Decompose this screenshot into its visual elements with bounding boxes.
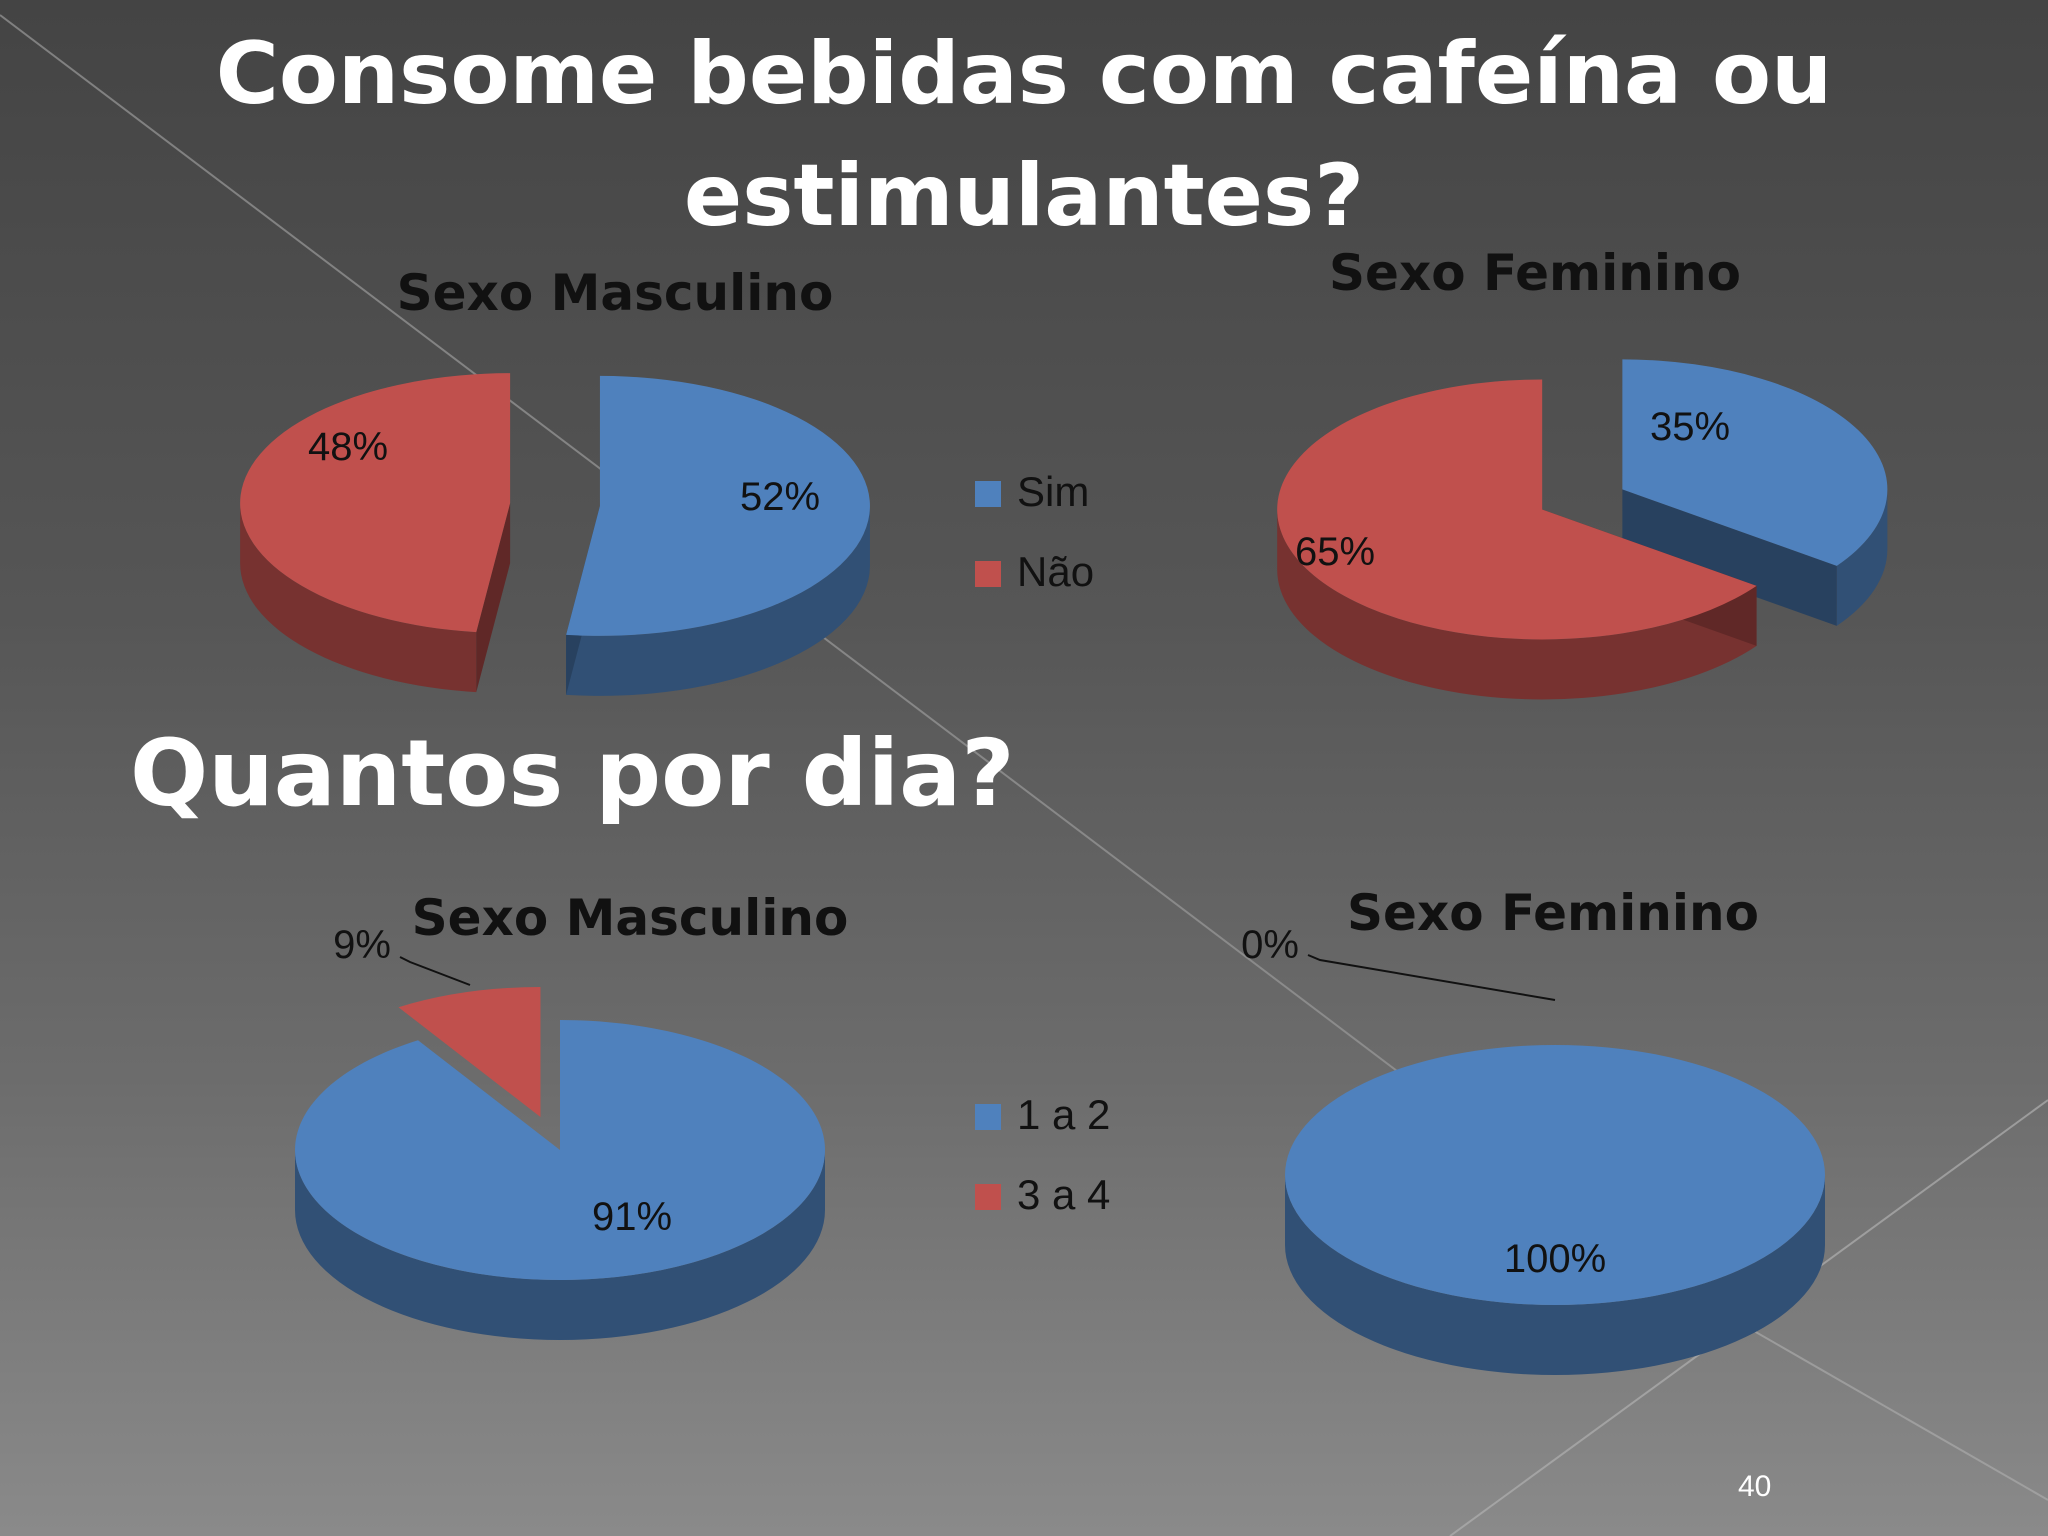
legend1-label: Sim <box>1017 468 1089 515</box>
legend1-label: Não <box>1017 548 1094 595</box>
slide-title-line1: Consome bebidas com cafeína ou <box>215 24 1833 124</box>
section-title: Quantos por dia? <box>130 720 1015 827</box>
chart3-leader-line <box>399 956 471 986</box>
chart1-title: Sexo Masculino <box>397 264 834 322</box>
legend1-swatch-sim <box>975 481 1001 507</box>
legend1-swatch-não <box>975 561 1001 587</box>
chart4-data-label: 0% <box>1241 923 1299 967</box>
slide-title-line2: estimulantes? <box>683 146 1365 246</box>
chart2-slice-sim <box>1622 359 1888 566</box>
chart2-slice-não <box>1277 379 1757 640</box>
chart4-title: Sexo Feminino <box>1347 884 1759 942</box>
chart1-slice-não <box>240 373 511 633</box>
chart1-slice-não-cut <box>476 503 511 693</box>
chart4-data-label: 100% <box>1504 1237 1606 1281</box>
chart2-slice-não-side <box>1277 509 1757 700</box>
page-number: 40 <box>1738 1470 1772 1503</box>
chart3-title: Sexo Masculino <box>412 889 849 947</box>
chart1-slice-não-side <box>240 503 477 693</box>
chart1-slice-sim <box>566 375 870 636</box>
legend2-swatch-3-a-4 <box>975 1184 1001 1210</box>
chart2-data-label: 35% <box>1650 405 1730 449</box>
chart2-slice-sim-side <box>1836 489 1888 626</box>
chart1-data-label: 48% <box>308 425 388 469</box>
chart2-data-label: 65% <box>1295 530 1375 574</box>
chart1-slice-sim-side <box>566 505 870 696</box>
chart3-slice-3-a-4 <box>398 987 541 1118</box>
chart4-slice-1-a-2 <box>1285 1045 1825 1305</box>
chart3-slice-1-a-2 <box>295 1020 826 1280</box>
chart4-leader-line <box>1307 954 1556 1001</box>
legend2-label: 3 a 4 <box>1017 1171 1110 1218</box>
chart3-data-label: 91% <box>592 1195 672 1239</box>
legend2-label: 1 a 2 <box>1017 1091 1110 1138</box>
chart3-data-label: 9% <box>333 923 391 967</box>
chart1-data-label: 52% <box>740 475 820 519</box>
chart2-slice-sim-cut <box>1622 489 1837 626</box>
legend2-swatch-1-a-2 <box>975 1104 1001 1130</box>
chart2-title: Sexo Feminino <box>1329 244 1741 302</box>
chart3-slice-1-a-2-side <box>295 1150 825 1340</box>
chart4-slice-1-a-2-side <box>1285 1175 1825 1375</box>
